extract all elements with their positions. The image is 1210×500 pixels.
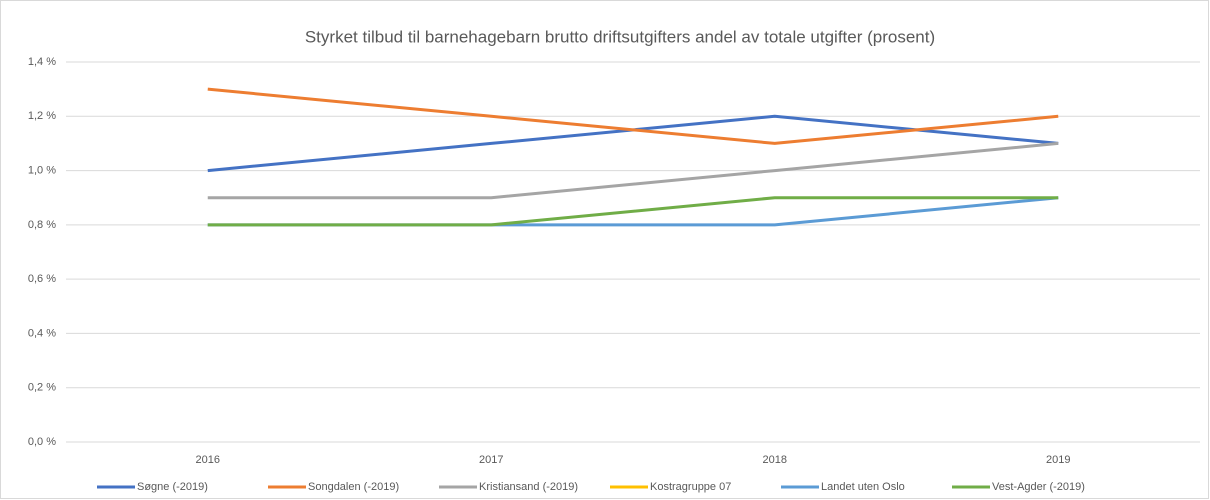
y-tick-label: 0,8 % [28,219,56,231]
series-line [207,141,1059,200]
x-tick-label: 2016 [196,454,220,466]
y-tick-label: 0,2 % [28,382,56,394]
y-tick-label: 1,2 % [28,110,56,122]
y-tick-label: 0,4 % [28,327,56,339]
legend-label: Kristiansand (-2019) [479,481,578,493]
y-tick-label: 1,4 % [28,56,56,68]
legend-label: Vest-Agder (-2019) [992,481,1085,493]
legend-label: Søgne (-2019) [137,481,208,493]
chart-title: Styrket tilbud til barnehagebarn brutto … [305,27,935,46]
x-tick-label: 2018 [763,454,787,466]
legend-label: Landet uten Oslo [821,481,905,493]
series-line [207,196,1059,227]
y-tick-label: 0,6 % [28,273,56,285]
y-tick-label: 0,0 % [28,436,56,448]
x-tick-label: 2017 [479,454,503,466]
legend-label: Songdalen (-2019) [308,481,399,493]
legend-label: Kostragruppe 07 [650,481,731,493]
series-line [207,87,1059,145]
y-tick-label: 1,0 % [28,164,56,176]
x-tick-label: 2019 [1046,454,1070,466]
